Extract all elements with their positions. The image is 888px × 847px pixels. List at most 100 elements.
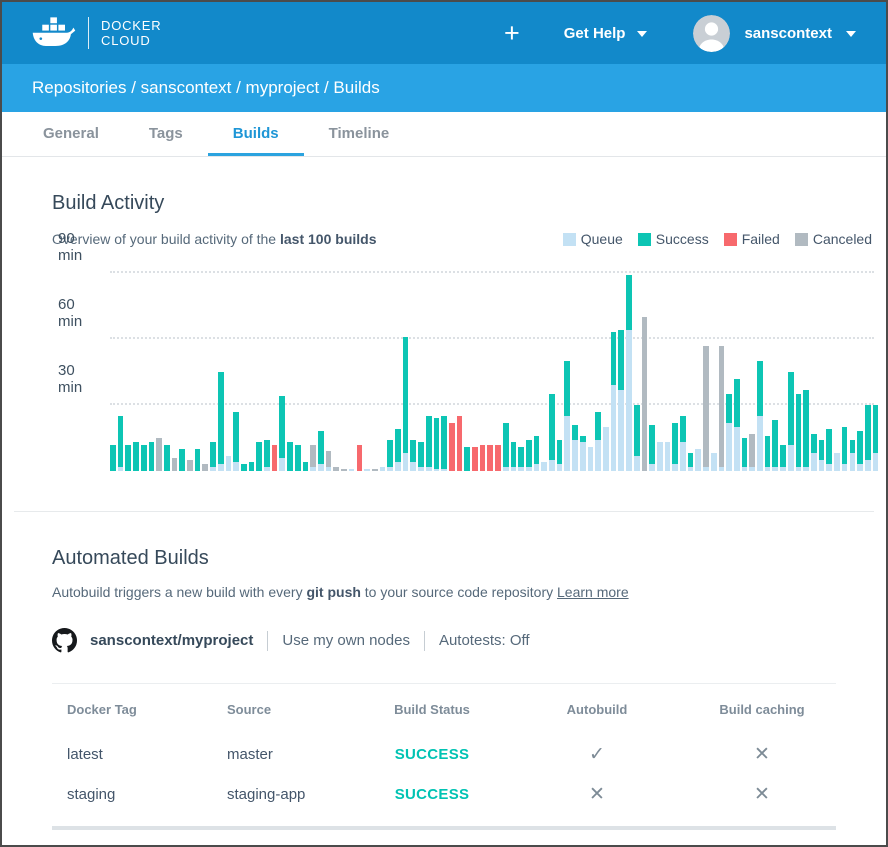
build-bar[interactable] [742,438,748,471]
build-bar[interactable] [549,394,555,471]
build-bar[interactable] [557,440,563,471]
build-bar[interactable] [449,423,455,471]
build-bar[interactable] [326,451,332,471]
build-bar[interactable] [695,449,701,471]
build-bar[interactable] [387,440,393,471]
build-bar[interactable] [364,469,370,471]
learn-more-link[interactable]: Learn more [557,584,629,600]
tab-timeline[interactable]: Timeline [304,113,415,156]
build-bar[interactable] [850,440,856,471]
build-bar[interactable] [796,394,802,471]
build-bar[interactable] [564,361,570,471]
build-bar[interactable] [187,460,193,471]
build-bar[interactable] [195,449,201,471]
build-bar[interactable] [441,416,447,471]
build-bar[interactable] [318,431,324,471]
build-bar[interactable] [665,442,671,471]
build-bar[interactable] [310,445,316,471]
build-bar[interactable] [202,464,208,471]
build-bar[interactable] [164,445,170,471]
build-bar[interactable] [357,445,363,471]
build-bar[interactable] [272,445,278,471]
build-bar[interactable] [495,445,501,471]
build-bar[interactable] [726,394,732,471]
build-bar[interactable] [611,332,617,471]
build-bar[interactable] [842,427,848,471]
build-bar[interactable] [757,361,763,471]
build-bar[interactable] [865,405,871,471]
build-bar[interactable] [634,405,640,471]
build-bar[interactable] [210,442,216,471]
build-bar[interactable] [472,447,478,471]
build-bar[interactable] [241,464,247,471]
build-bar[interactable] [179,449,185,471]
create-plus-button[interactable]: + [504,20,520,47]
build-bar[interactable] [672,423,678,471]
build-bar[interactable] [819,440,825,471]
build-bar[interactable] [503,423,509,471]
build-bar[interactable] [426,416,432,471]
build-bar[interactable] [487,445,493,471]
build-bar[interactable] [572,425,578,471]
build-bar[interactable] [118,416,124,471]
build-bar[interactable] [341,469,347,471]
build-bar[interactable] [349,469,355,471]
build-bar[interactable] [857,431,863,471]
build-bar[interactable] [518,447,524,471]
build-bar[interactable] [279,396,285,471]
build-bar[interactable] [618,330,624,471]
build-bar[interactable] [711,453,717,471]
build-bar[interactable] [703,346,709,471]
build-bar[interactable] [873,405,879,471]
build-bar[interactable] [218,372,224,471]
build-bar[interactable] [480,445,486,471]
build-bar[interactable] [464,447,470,471]
build-bar[interactable] [780,445,786,471]
tab-general[interactable]: General [18,113,124,156]
build-bar[interactable] [811,434,817,471]
build-bar[interactable] [264,440,270,471]
build-bar[interactable] [541,462,547,471]
build-bar[interactable] [657,442,663,471]
build-bar[interactable] [333,467,339,471]
build-bar[interactable] [249,462,255,471]
user-menu[interactable]: sanscontext [693,15,856,52]
build-bar[interactable] [156,438,162,471]
build-bar[interactable] [256,442,262,471]
build-bar[interactable] [642,317,648,471]
build-bar[interactable] [287,442,293,471]
build-bar[interactable] [434,418,440,471]
build-bar[interactable] [526,440,532,471]
build-bar[interactable] [125,445,131,471]
build-bar[interactable] [403,337,409,471]
build-bar[interactable] [226,456,232,471]
build-bar[interactable] [418,442,424,471]
build-bar[interactable] [233,412,239,471]
build-bar[interactable] [110,445,116,471]
get-help-menu[interactable]: Get Help [564,25,648,42]
build-bar[interactable] [295,445,301,471]
tab-tags[interactable]: Tags [124,113,208,156]
build-bar[interactable] [511,442,517,471]
source-repo-link[interactable]: sanscontext/myproject [90,632,253,649]
build-bar[interactable] [141,445,147,471]
table-row-latest[interactable]: latestmasterSUCCESS✓✕ [52,734,836,774]
build-bar[interactable] [772,420,778,471]
build-bar[interactable] [372,469,378,471]
build-bar[interactable] [765,436,771,471]
build-bar[interactable] [688,453,694,471]
build-bar[interactable] [834,453,840,471]
build-bar[interactable] [826,429,832,471]
build-bar[interactable] [149,442,155,471]
build-bar[interactable] [395,429,401,471]
build-bar[interactable] [649,425,655,471]
build-bar[interactable] [734,379,740,471]
build-bar[interactable] [749,434,755,471]
build-bar[interactable] [626,275,632,471]
build-bar[interactable] [133,442,139,471]
build-bar[interactable] [680,416,686,471]
build-bar[interactable] [303,462,309,471]
docker-cloud-logo[interactable]: DOCKER CLOUD [32,17,161,50]
tab-builds[interactable]: Builds [208,113,304,156]
build-bar[interactable] [588,447,594,471]
